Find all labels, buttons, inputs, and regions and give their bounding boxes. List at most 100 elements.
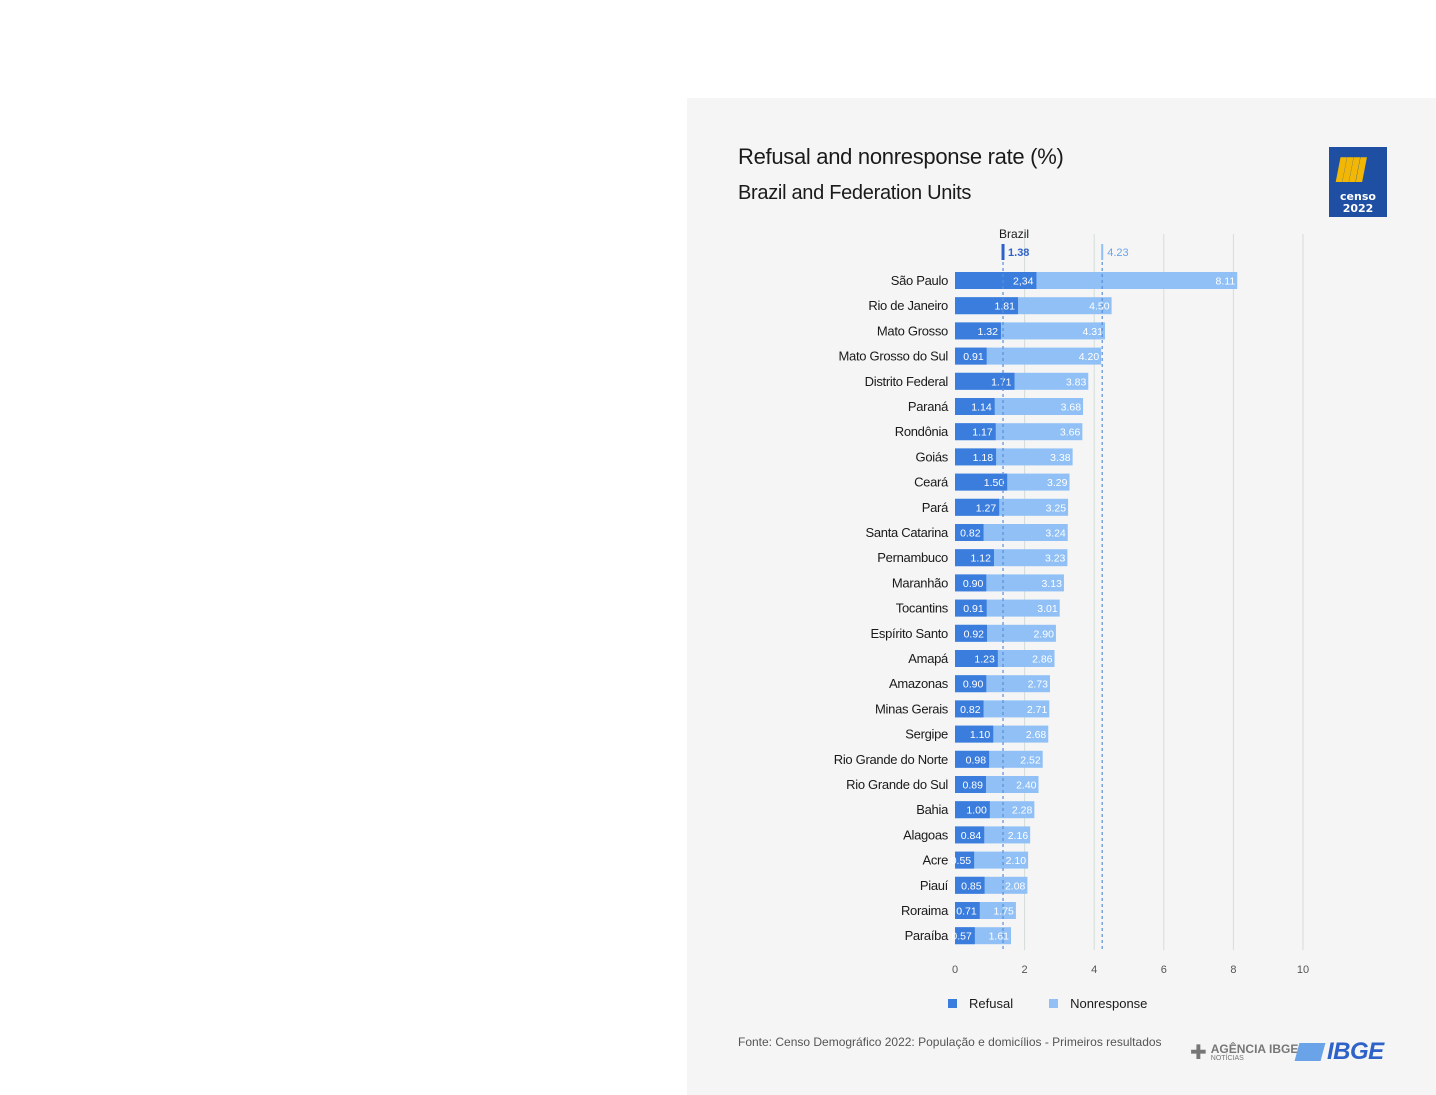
agencia-sub: NOTÍCIAS xyxy=(1210,1055,1244,1062)
category-label: Amapá xyxy=(908,651,949,666)
category-label: Acre xyxy=(922,853,948,868)
data-label-nonresponse: 4.20 xyxy=(1079,351,1100,363)
bar-refusal xyxy=(955,574,987,592)
data-label-nonresponse: 8.11 xyxy=(1216,276,1236,288)
bar-refusal xyxy=(955,876,985,894)
agencia-ibge-logo: ✚ AGÊNCIA IBGE NOTÍCIAS xyxy=(1190,1040,1298,1065)
data-label-nonresponse: 4.50 xyxy=(1089,301,1110,313)
bar-refusal xyxy=(955,700,984,718)
bar-refusal xyxy=(955,750,990,768)
data-label-refusal: 1.10 xyxy=(970,729,991,741)
data-label-nonresponse: 3.13 xyxy=(1041,578,1062,590)
category-label: Ceará xyxy=(914,475,949,490)
category-label: Rio de Janeiro xyxy=(868,298,948,313)
bar-refusal xyxy=(955,725,994,743)
bar-refusal xyxy=(955,297,1018,315)
data-label-refusal: 0.71 xyxy=(956,906,977,918)
chart-panel xyxy=(687,98,1436,1095)
data-label-nonresponse: 2.90 xyxy=(1033,628,1054,640)
bar-refusal xyxy=(955,473,1008,491)
category-label: Maranhão xyxy=(892,575,948,590)
category-label: Espírito Santo xyxy=(871,626,949,641)
legend-label-nonresponse: Nonresponse xyxy=(1070,996,1148,1011)
data-label-refusal: 0.98 xyxy=(966,754,987,766)
data-label-nonresponse: 2.10 xyxy=(1006,855,1027,867)
data-label-nonresponse: 3.66 xyxy=(1060,427,1081,439)
category-label: Paraná xyxy=(908,399,949,414)
data-label-nonresponse: 2.86 xyxy=(1032,654,1053,666)
bar-refusal xyxy=(955,524,984,541)
ibge-name: IBGE xyxy=(1327,1038,1384,1065)
data-label-refusal: 0.82 xyxy=(960,704,981,716)
data-label-nonresponse: 2.40 xyxy=(1016,780,1037,792)
x-tick-label: 2 xyxy=(1022,964,1028,976)
bar-refusal xyxy=(955,599,987,617)
bar-refusal xyxy=(955,851,975,869)
x-tick-label: 10 xyxy=(1297,964,1309,976)
category-label: Rio Grande do Sul xyxy=(846,777,948,792)
category-label: Bahia xyxy=(916,802,949,817)
data-label-refusal: 1.71 xyxy=(991,376,1012,388)
bar-refusal xyxy=(955,347,987,365)
reference-marker-refusal xyxy=(1001,244,1005,260)
data-label-refusal: 1.81 xyxy=(995,301,1016,313)
data-label-refusal: 1.27 xyxy=(976,502,997,514)
reference-label: Brazil xyxy=(999,227,1029,241)
data-label-nonresponse: 2.73 xyxy=(1028,679,1049,691)
data-label-nonresponse: 3.25 xyxy=(1046,502,1067,514)
data-label-refusal: 0.92 xyxy=(964,628,985,640)
reference-value-nonresponse: 4.23 xyxy=(1107,247,1128,259)
category-label: Rio Grande do Norte xyxy=(834,752,948,767)
data-label-nonresponse: 3.83 xyxy=(1066,376,1087,388)
legend-label-refusal: Refusal xyxy=(969,996,1014,1011)
data-label-refusal: 1.50 xyxy=(984,477,1005,489)
data-label-refusal: 0.84 xyxy=(961,830,982,842)
bar-refusal xyxy=(955,675,987,693)
bar-refusal xyxy=(955,372,1015,390)
agencia-name: AGÊNCIA IBGE xyxy=(1210,1042,1299,1056)
bar-refusal xyxy=(955,549,994,567)
data-label-nonresponse: 1.61 xyxy=(989,931,1010,943)
bar-refusal xyxy=(955,498,1000,516)
data-label-refusal: 0.91 xyxy=(963,603,984,615)
data-label-refusal: 0.57 xyxy=(951,931,972,943)
bar-nonresponse xyxy=(955,347,1102,365)
category-label: São Paulo xyxy=(891,273,948,288)
agencia-map-icon: ✚ xyxy=(1190,1042,1207,1064)
data-label-nonresponse: 2.68 xyxy=(1026,729,1047,741)
data-label-nonresponse: 3.23 xyxy=(1045,553,1066,565)
chart-title: Refusal and nonresponse rate (%) xyxy=(738,144,1064,169)
x-tick-label: 4 xyxy=(1091,964,1097,976)
ibge-flag-icon xyxy=(1294,1043,1326,1061)
data-label-nonresponse: 2.16 xyxy=(1008,830,1029,842)
category-label: Roraima xyxy=(901,903,949,918)
bar-refusal xyxy=(955,272,1037,289)
data-label-nonresponse: 2.52 xyxy=(1020,754,1041,766)
category-label: Paraíba xyxy=(905,928,950,943)
x-tick-label: 6 xyxy=(1161,964,1167,976)
data-label-nonresponse: 3.24 xyxy=(1045,528,1066,540)
data-label-refusal: 0.85 xyxy=(961,880,982,892)
chart-legend: Refusal Nonresponse xyxy=(948,996,1183,1011)
data-label-refusal: 1.12 xyxy=(971,553,992,565)
data-label-refusal: 2,34 xyxy=(1013,276,1034,288)
ibge-logo: IBGE xyxy=(1294,1038,1384,1066)
category-label: Pernambuco xyxy=(877,550,948,565)
bar-refusal xyxy=(955,826,985,844)
data-label-refusal: 1.23 xyxy=(974,654,995,666)
data-label-refusal: 0.89 xyxy=(963,780,984,792)
data-label-refusal: 0.91 xyxy=(963,351,984,363)
data-label-nonresponse: 2.28 xyxy=(1012,805,1033,817)
category-label: Mato Grosso xyxy=(877,323,948,338)
censo-logo-word: censo xyxy=(1340,190,1376,203)
bar-refusal xyxy=(955,624,988,642)
data-label-nonresponse: 2.71 xyxy=(1027,704,1048,716)
category-label: Pará xyxy=(922,500,949,515)
data-label-nonresponse: 3.01 xyxy=(1037,603,1058,615)
data-label-nonresponse: 2.08 xyxy=(1005,880,1026,892)
bar-refusal xyxy=(955,776,986,793)
source-note: Fonte: Censo Demográfico 2022: População… xyxy=(738,1035,1162,1049)
legend-swatch-nonresponse xyxy=(1049,999,1059,1008)
bar-refusal xyxy=(955,448,997,466)
